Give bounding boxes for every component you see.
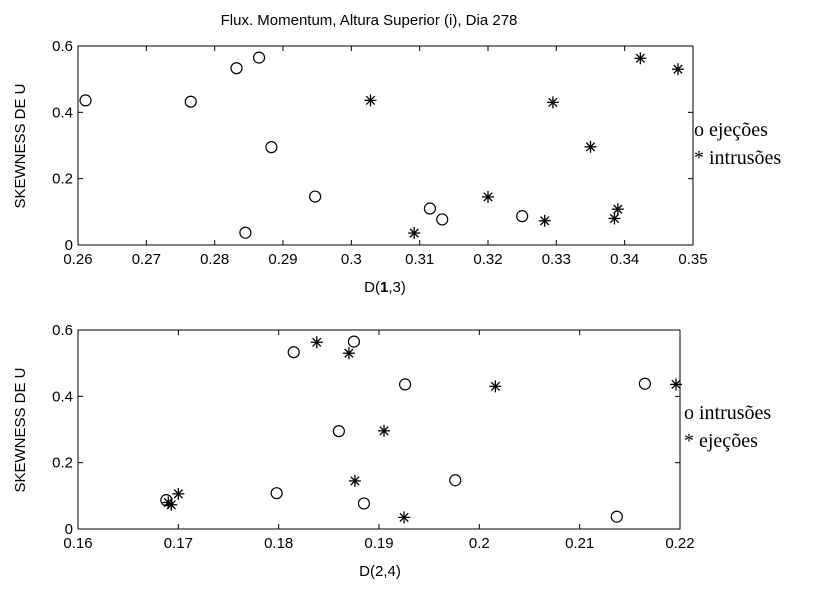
circle-marker-bottom [357, 497, 371, 510]
x-tick-label-top: 0.26 [63, 251, 92, 268]
asterisk-marker-top [408, 227, 421, 240]
x-tick-label-top: 0.3 [341, 251, 362, 268]
x-tick-label-bottom: 0.17 [164, 535, 193, 552]
x-tick-label-top: 0.33 [542, 251, 571, 268]
circle-marker-top [239, 226, 252, 239]
x-axis-label-top-part1: D( [364, 279, 380, 296]
circle-marker-bottom [398, 378, 412, 391]
circle-marker-bottom [287, 346, 300, 359]
circle-marker-top [79, 94, 92, 107]
circle-marker-top [516, 210, 529, 223]
x-axis-label-top-bold: 1 [380, 279, 388, 296]
y-tick-label-top: 0.2 [52, 171, 73, 188]
y-tick-label-top: 0 [65, 237, 73, 254]
asterisk-marker-bottom [489, 380, 502, 393]
x-tick-label-bottom: 0.18 [264, 535, 293, 552]
chart-bottom: 0.16 0.17 0.18 0.19 0.2 0.21 0.22 0 0.2 0.4 0.6 D(… [12, 322, 771, 580]
asterisk-marker-bottom [310, 336, 323, 349]
x-tick-label-top: 0.29 [268, 251, 297, 268]
asterisk-marker-top [364, 94, 377, 107]
circle-marker-top [184, 95, 197, 108]
asterisk-marker-top [584, 140, 597, 153]
x-tick-label-bottom: 0.2 [469, 535, 490, 552]
circle-marker-bottom [270, 487, 283, 500]
circle-marker-bottom [638, 377, 651, 390]
legend-bottom-line2: * ejeções [684, 430, 758, 452]
legend-top-line1: o ejeções [694, 119, 768, 141]
y-tick-label-top: 0.6 [52, 38, 73, 55]
y-tick-label-top: 0.4 [52, 104, 73, 121]
x-tick-label-top: 0.35 [678, 251, 707, 268]
legend-top-line2: * intrusões [694, 147, 781, 169]
series-bottom [160, 335, 682, 524]
x-tick-label-top: 0.28 [200, 251, 229, 268]
x-tick-label-top: 0.27 [132, 251, 161, 268]
asterisk-marker-bottom [342, 347, 355, 360]
x-tick-label-bottom: 0.21 [565, 535, 594, 552]
legend-bottom-line1: o intrusões [684, 402, 771, 424]
asterisk-marker-top [546, 96, 559, 109]
y-tick-label-bottom: 0.2 [52, 455, 73, 472]
plot-area-top [77, 45, 694, 246]
asterisk-marker-bottom [172, 487, 185, 500]
x-axis-label-top: D(1,3) [364, 279, 406, 296]
asterisk-marker-top [482, 190, 494, 203]
x-tick-label-bottom: 0.19 [364, 535, 393, 552]
asterisk-marker-bottom [348, 474, 361, 487]
y-axis-label-top: SKEWNESS DE U [12, 83, 29, 208]
y-axis-label-bottom: SKEWNESS DE U [12, 367, 29, 492]
circle-marker-top [423, 202, 437, 215]
asterisk-marker-top [608, 212, 621, 225]
asterisk-marker-bottom [398, 511, 411, 524]
series-top [79, 51, 684, 240]
circle-marker-bottom [610, 510, 623, 523]
y-tick-label-bottom: 0.6 [52, 322, 73, 339]
x-tick-label-bottom: 0.22 [665, 535, 694, 552]
x-tick-label-top: 0.34 [610, 251, 639, 268]
chart-top: Flux. Momentum, Altura Superior (i), Dia… [12, 12, 781, 296]
x-tick-label-top: 0.31 [405, 251, 434, 268]
circle-marker-bottom [449, 474, 462, 487]
chart-title: Flux. Momentum, Altura Superior (i), Dia… [221, 12, 518, 29]
circle-marker-bottom [332, 425, 345, 438]
axes-bottom: 0.16 0.17 0.18 0.19 0.2 0.21 0.22 0 0.2 0.4 0.6 [52, 322, 694, 552]
asterisk-marker-bottom [378, 424, 391, 437]
circle-marker-top [252, 51, 266, 64]
y-tick-label-bottom: 0 [65, 521, 73, 538]
axes-top: 0.26 0.27 0.28 0.29 0.3 0.31 0.32 0.33 0.34 0.35 0… [52, 38, 707, 268]
circle-marker-top [265, 141, 278, 154]
asterisk-marker-top [538, 214, 551, 227]
x-tick-label-top: 0.32 [473, 251, 502, 268]
circle-marker-bottom [347, 335, 361, 348]
asterisk-marker-top [611, 203, 624, 216]
asterisk-marker-top [671, 63, 684, 76]
y-tick-label-bottom: 0.4 [52, 388, 73, 405]
circle-marker-top [309, 190, 322, 203]
x-axis-label-bottom: D(2,4) [359, 563, 401, 580]
x-tick-label-bottom: 0.16 [63, 535, 92, 552]
circle-marker-top [436, 213, 449, 226]
x-axis-label-top-part2: ,3) [388, 279, 406, 296]
asterisk-marker-bottom [162, 496, 175, 509]
circle-marker-top [230, 62, 243, 75]
asterisk-marker-bottom [669, 378, 682, 391]
asterisk-marker-top [634, 52, 647, 65]
